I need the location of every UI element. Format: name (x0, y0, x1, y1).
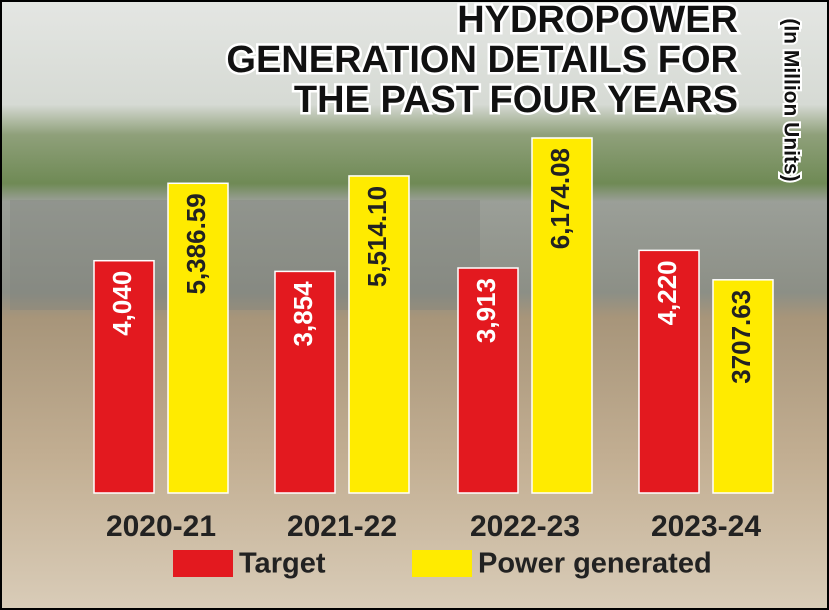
legend-label: Target (239, 548, 326, 580)
page: {"chart_data": {"type": "bar", "title": … (0, 0, 829, 610)
x-tick-label: 2021-22 (287, 510, 397, 543)
title-line: GENERATION DETAILS FOR (226, 39, 738, 81)
title-line: THE PAST FOUR YEARS (294, 79, 738, 121)
chart: HYDROPOWER GENERATION DETAILS FOR THE PA… (0, 0, 829, 610)
x-tick-label: 2022-23 (470, 510, 580, 543)
legend-swatch (173, 550, 233, 577)
x-tick-label: 2020-21 (106, 510, 216, 543)
subtitle: (In Million Units) (779, 18, 802, 181)
title-line: HYDROPOWER (457, 0, 738, 41)
value-label: 5,514.10 (362, 186, 392, 287)
x-tick-label: 2023-24 (651, 510, 761, 543)
legend-swatch (412, 550, 472, 577)
value-label: 6,174.08 (545, 148, 575, 249)
value-label: 3,854 (288, 281, 318, 347)
value-label: 4,220 (652, 260, 682, 325)
value-label: 5,386.59 (181, 193, 211, 294)
value-label: 3,913 (471, 278, 501, 343)
legend-label: Power generated (478, 548, 712, 580)
value-label: 4,040 (107, 271, 137, 336)
value-label: 3707.63 (726, 290, 756, 384)
